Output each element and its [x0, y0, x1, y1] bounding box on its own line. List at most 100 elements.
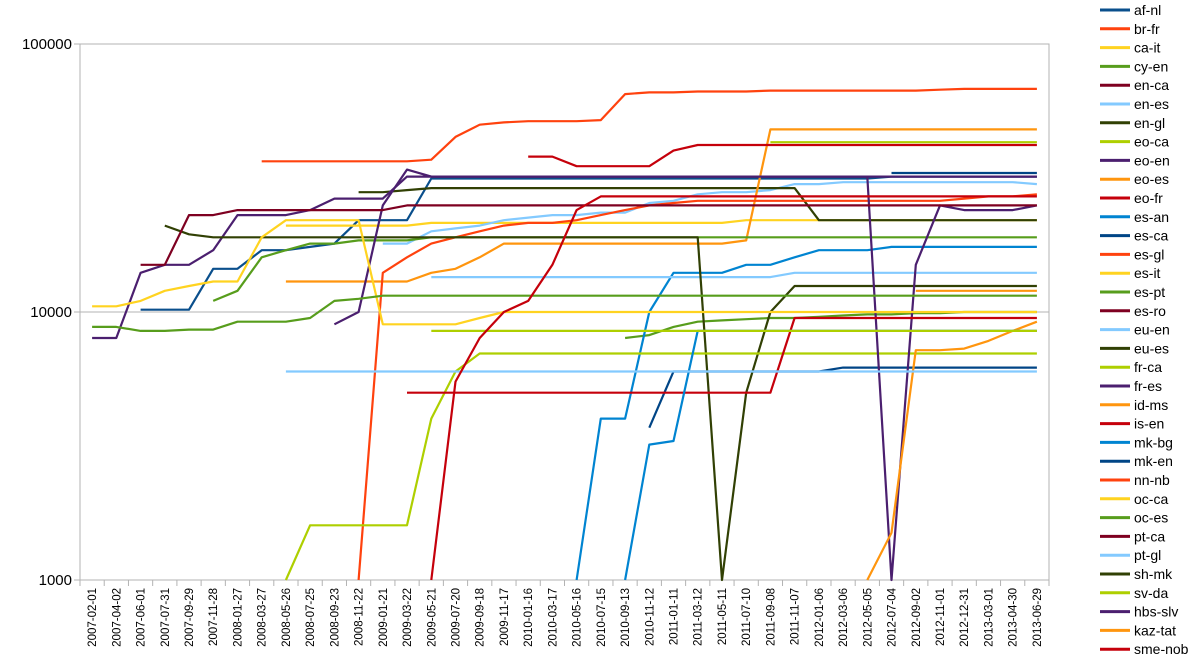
legend-label: eo-ca — [1134, 134, 1169, 150]
series-line-en-gl — [358, 187, 1037, 222]
series-line-id-ms — [866, 320, 1038, 581]
x-tick-label: 2011-05-11 — [717, 588, 729, 645]
series-line-br-fr — [261, 87, 1037, 163]
legend-label: en-ca — [1134, 77, 1169, 93]
x-tick-label: 2012-01-06 — [814, 588, 826, 647]
legend-label: fr-es — [1134, 378, 1162, 394]
legend-label: id-ms — [1134, 397, 1168, 413]
series-line-sme-nob — [430, 195, 1037, 581]
legend-label: is-en — [1134, 416, 1164, 432]
legend-label: eo-en — [1134, 152, 1170, 168]
x-tick-label: 2010-01-16 — [523, 588, 535, 647]
legend-label: es-it — [1134, 265, 1161, 281]
series-line-fr-es — [333, 168, 1038, 582]
series-line-eo-es — [285, 128, 1037, 283]
legend-label: hbs-slv — [1134, 604, 1178, 620]
x-tick-label: 2007-07-31 — [160, 588, 172, 647]
x-tick-label: 2009-07-20 — [450, 588, 462, 647]
legend: af-nl br-fr ca-it cy-en en-ca en-es en-gl eo-ca… — [1100, 2, 1189, 657]
legend-label: es-an — [1134, 209, 1169, 225]
legend-label: eo-es — [1134, 171, 1169, 187]
legend-label: sh-mk — [1134, 566, 1173, 582]
legend-label: mk-bg — [1134, 434, 1173, 450]
legend-label: eu-es — [1134, 340, 1169, 356]
x-tick-label: 2013-06-29 — [1032, 588, 1044, 647]
legend-label: es-ca — [1134, 228, 1168, 244]
series-line-eu-es — [164, 224, 1037, 582]
legend-label: cy-en — [1134, 58, 1168, 74]
x-tick-label: 2007-11-28 — [208, 588, 220, 646]
series-line-oc-es — [92, 294, 1037, 332]
x-tick-label: 2010-05-16 — [572, 588, 584, 647]
legend-label: kaz-tat — [1134, 622, 1176, 638]
legend-label: eu-en — [1134, 322, 1170, 338]
x-tick-label: 2008-03-27 — [257, 588, 269, 647]
x-tick-label: 2013-04-30 — [1008, 588, 1020, 647]
x-tick-label: 2009-03-22 — [402, 588, 414, 647]
legend-label: pt-gl — [1134, 547, 1161, 563]
legend-label: oc-ca — [1134, 491, 1168, 507]
x-tick-label: 2009-09-18 — [475, 588, 487, 647]
x-tick-label: 2011-07-10 — [741, 588, 753, 646]
legend-label: es-pt — [1134, 284, 1165, 300]
y-tick-label: 10000 — [30, 304, 72, 321]
x-tick-label: 2008-01-27 — [232, 588, 244, 647]
legend-label: es-gl — [1134, 246, 1164, 262]
series-line-es-gl — [357, 193, 1037, 581]
legend-label: es-ro — [1134, 303, 1166, 319]
x-tick-label: 2012-03-06 — [838, 588, 850, 647]
x-tick-label: 2011-01-11 — [669, 588, 681, 645]
x-tick-label: 2011-09-08 — [765, 588, 777, 646]
x-tick-label: 2011-03-12 — [693, 588, 705, 646]
x-tick-label: 2012-07-04 — [887, 587, 899, 646]
legend-label: ca-it — [1134, 40, 1161, 56]
series-line-oc-ca — [92, 219, 1037, 326]
y-axis-tick-labels: 1000 10000 100000 — [22, 36, 72, 589]
legend-label: br-fr — [1134, 21, 1160, 37]
legend-label: en-es — [1134, 96, 1169, 112]
x-tick-label: 2012-12-31 — [959, 588, 971, 647]
series-lines — [92, 87, 1038, 582]
series-line-pt-ca — [140, 204, 1037, 266]
series-line-cy-en — [624, 310, 1037, 340]
legend-label: eo-fr — [1134, 190, 1163, 206]
x-tick-label: 2007-06-01 — [136, 588, 148, 647]
legend-label: nn-nb — [1134, 472, 1170, 488]
legend-label: oc-es — [1134, 510, 1168, 526]
x-tick-label: 2008-07-25 — [305, 588, 317, 647]
legend-label: en-gl — [1134, 115, 1165, 131]
series-line-eo-fr — [528, 143, 1037, 168]
x-axis-tick-labels: 2007-02-01 2007-04-02 2007-06-01 2007-07-31… — [79, 580, 1050, 647]
y-tick-label: 1000 — [39, 572, 72, 589]
x-tick-label: 2010-11-12 — [644, 588, 656, 646]
x-tick-label: 2009-05-21 — [426, 588, 438, 647]
x-tick-label: 2010-07-15 — [596, 588, 608, 647]
x-tick-label: 2011-11-07 — [790, 588, 802, 645]
x-tick-label: 2012-11-01 — [935, 588, 947, 646]
legend-label: sv-da — [1134, 585, 1168, 601]
x-tick-label: 2009-01-21 — [378, 588, 390, 647]
x-tick-label: 2008-05-26 — [281, 588, 293, 647]
x-tick-label: 2010-09-13 — [620, 588, 632, 647]
x-tick-label: 2007-04-02 — [111, 588, 123, 647]
series-line-is-en — [407, 316, 1037, 394]
x-tick-label: 2010-03-17 — [547, 588, 559, 647]
legend-label: fr-ca — [1134, 359, 1162, 375]
series-line-en-es — [382, 181, 1037, 245]
x-tick-label: 2008-09-23 — [329, 588, 341, 647]
legend-label: pt-ca — [1134, 528, 1165, 544]
series-line-fr-ca — [284, 352, 1037, 581]
y-tick-label: 100000 — [22, 36, 72, 53]
series-line-es-an — [575, 245, 1037, 581]
x-tick-label: 2008-11-22 — [354, 588, 366, 646]
x-tick-label: 2012-09-02 — [911, 588, 923, 647]
x-tick-label: 2007-02-01 — [87, 588, 99, 647]
x-tick-label: 2009-11-17 — [499, 588, 511, 646]
series-line-eu-en — [431, 271, 1037, 279]
x-tick-label: 2007-09-29 — [184, 588, 196, 647]
legend-label: mk-en — [1134, 453, 1173, 469]
x-tick-label: 2013-03-01 — [983, 588, 995, 647]
legend-label: sme-nob — [1134, 641, 1189, 657]
